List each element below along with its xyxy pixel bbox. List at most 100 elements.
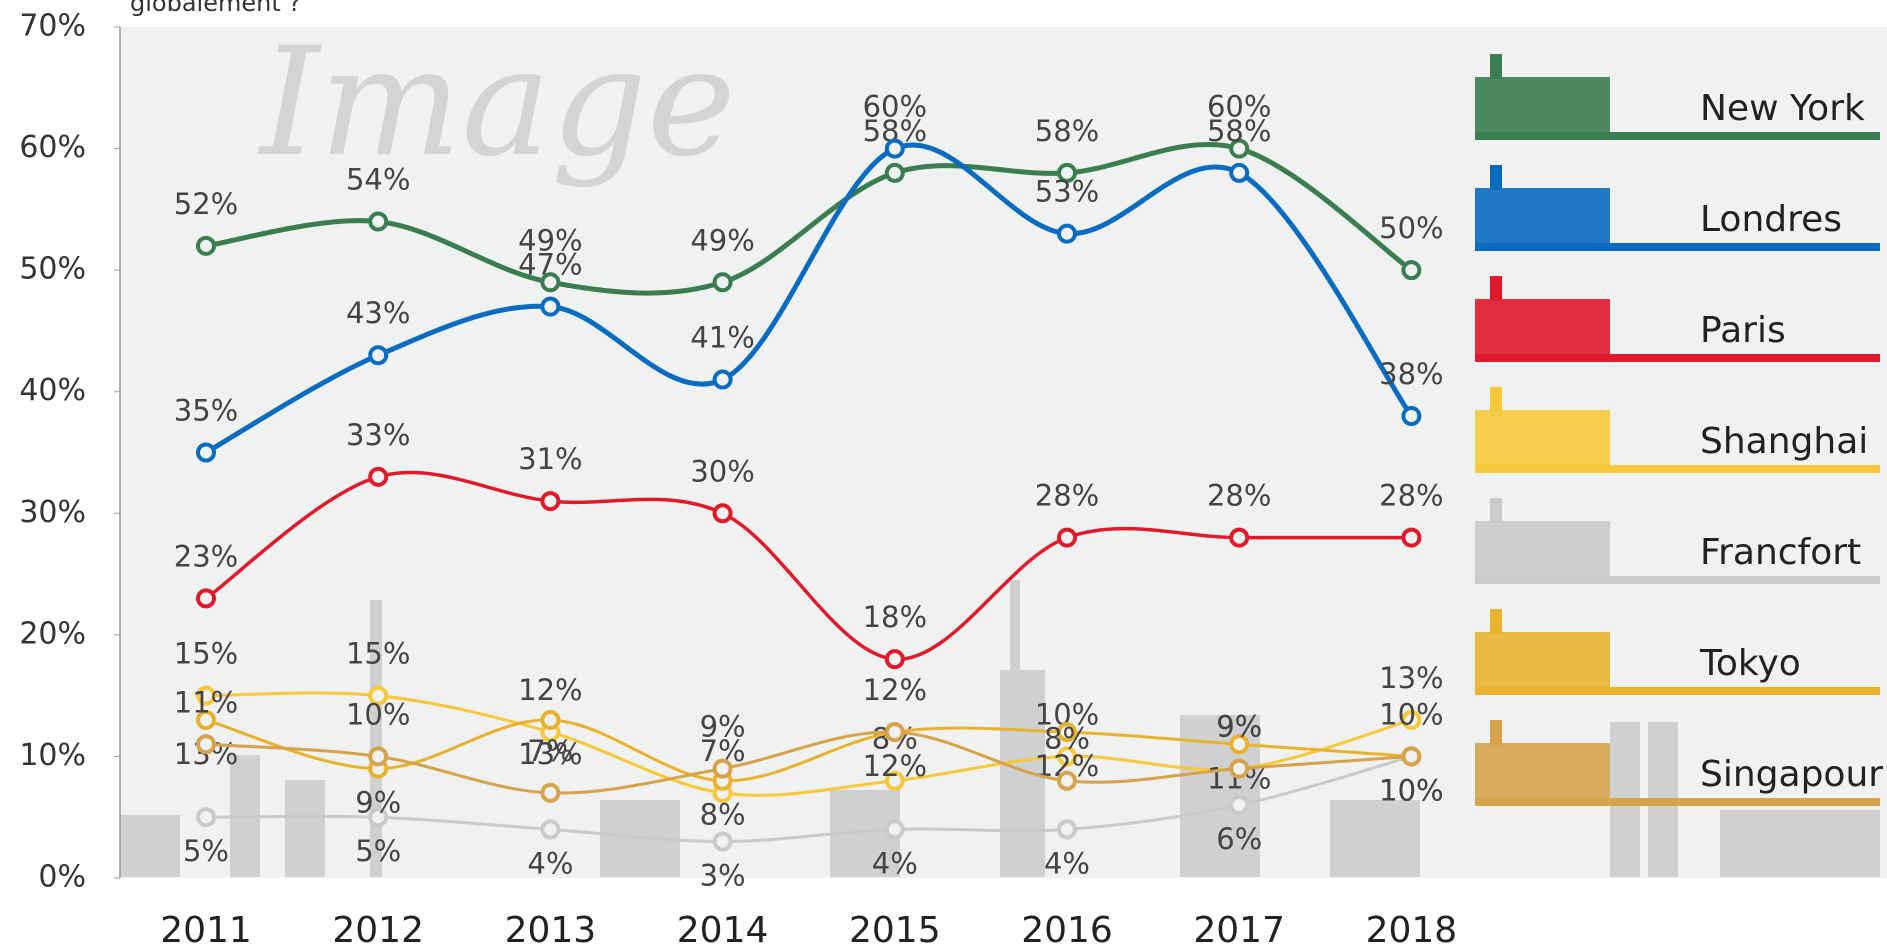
x-tick-label: 2013 xyxy=(505,910,597,949)
data-point xyxy=(1057,162,1077,183)
data-point xyxy=(540,782,561,803)
data-point xyxy=(712,831,733,852)
data-point xyxy=(884,649,905,670)
legend-item: New York xyxy=(1475,54,1880,140)
data-label: 8% xyxy=(1044,722,1090,756)
data-point xyxy=(1401,527,1422,548)
legend-swatch xyxy=(1475,132,1880,140)
data-label: 31% xyxy=(518,442,582,476)
legend-swatch xyxy=(1475,687,1880,695)
legend-label: Paris xyxy=(1700,310,1786,351)
y-tick-label: 0% xyxy=(38,860,86,895)
data-point xyxy=(1057,746,1077,767)
data-label: 5% xyxy=(183,834,229,868)
legend-icon xyxy=(1475,299,1610,354)
x-tick-label: 2018 xyxy=(1366,910,1458,949)
data-label: 10% xyxy=(346,697,410,731)
data-label: 60% xyxy=(1207,90,1271,124)
data-point xyxy=(1057,527,1077,548)
legend-icon-tower xyxy=(1490,54,1502,79)
data-label: 50% xyxy=(1379,211,1443,245)
data-label: 53% xyxy=(1035,175,1099,209)
legend-item: Shanghai xyxy=(1475,387,1880,473)
data-point xyxy=(1057,819,1077,840)
data-label: 30% xyxy=(690,454,754,488)
data-point xyxy=(712,503,733,524)
data-point xyxy=(1401,260,1422,281)
data-label: 58% xyxy=(1035,114,1099,148)
data-point xyxy=(1057,722,1077,743)
data-point xyxy=(712,369,733,390)
data-label: 9% xyxy=(700,710,746,744)
data-point xyxy=(196,442,216,463)
legend-swatch xyxy=(1475,798,1880,806)
x-tick-label: 2015 xyxy=(849,910,941,949)
series-line xyxy=(205,754,1412,844)
data-label: 54% xyxy=(346,163,410,197)
data-label: 3% xyxy=(700,859,746,893)
series-line xyxy=(205,730,1412,795)
data-point xyxy=(1057,770,1077,791)
data-point xyxy=(884,162,905,183)
data-label: 47% xyxy=(518,248,582,282)
legend-icon xyxy=(1475,410,1610,465)
data-label: 41% xyxy=(690,321,754,355)
data-point xyxy=(540,819,561,840)
data-point xyxy=(368,345,389,366)
data-point xyxy=(540,272,561,293)
series-line xyxy=(204,470,1412,661)
data-point xyxy=(540,296,561,317)
data-point xyxy=(884,722,905,743)
legend-icon xyxy=(1475,521,1610,576)
data-point xyxy=(540,491,561,512)
y-tick-label: 60% xyxy=(19,130,86,165)
data-point xyxy=(712,758,733,779)
data-label: 4% xyxy=(1044,846,1090,880)
data-label: 23% xyxy=(174,539,238,573)
data-label: 5% xyxy=(355,834,401,868)
data-point xyxy=(368,211,389,232)
y-tick-label: 40% xyxy=(19,373,86,408)
data-label: 58% xyxy=(1207,114,1271,148)
x-tick-label: 2017 xyxy=(1193,910,1285,949)
data-label: 18% xyxy=(863,600,927,634)
legend-label: Tokyo xyxy=(1699,643,1801,684)
data-label: 49% xyxy=(690,223,754,257)
y-tick-label: 10% xyxy=(19,738,86,773)
data-point xyxy=(196,588,216,609)
data-label: 28% xyxy=(1035,479,1099,513)
data-point xyxy=(196,685,216,706)
legend-icon-tower xyxy=(1490,276,1502,301)
data-point xyxy=(1229,758,1250,779)
data-point xyxy=(1401,406,1422,427)
data-point xyxy=(884,138,905,159)
data-label: 6% xyxy=(1216,822,1262,856)
data-label: 8% xyxy=(700,798,746,832)
legend-icon xyxy=(1475,77,1610,132)
data-point xyxy=(1229,162,1250,183)
data-label: 15% xyxy=(174,637,238,671)
data-point xyxy=(712,272,733,293)
data-point xyxy=(1401,709,1422,730)
data-point xyxy=(368,746,389,767)
data-point xyxy=(368,466,389,487)
legend-label: Shanghai xyxy=(1700,421,1868,462)
y-tick-label: 20% xyxy=(19,616,86,651)
data-point xyxy=(368,685,389,706)
data-point xyxy=(368,807,389,828)
data-label: 10% xyxy=(1379,773,1443,807)
data-label: 9% xyxy=(355,786,401,820)
legend-swatch xyxy=(1475,243,1880,251)
data-label: 38% xyxy=(1379,357,1443,391)
data-point xyxy=(196,807,216,828)
x-tick-label: 2011 xyxy=(160,910,252,949)
data-point xyxy=(1229,527,1250,548)
legend-swatch xyxy=(1475,576,1880,584)
legend-label: Singapour xyxy=(1700,754,1883,795)
data-label: 28% xyxy=(1207,479,1271,513)
data-point xyxy=(196,709,216,730)
data-label: 60% xyxy=(863,90,927,124)
data-label: 4% xyxy=(527,846,573,880)
data-label: 52% xyxy=(174,187,238,221)
